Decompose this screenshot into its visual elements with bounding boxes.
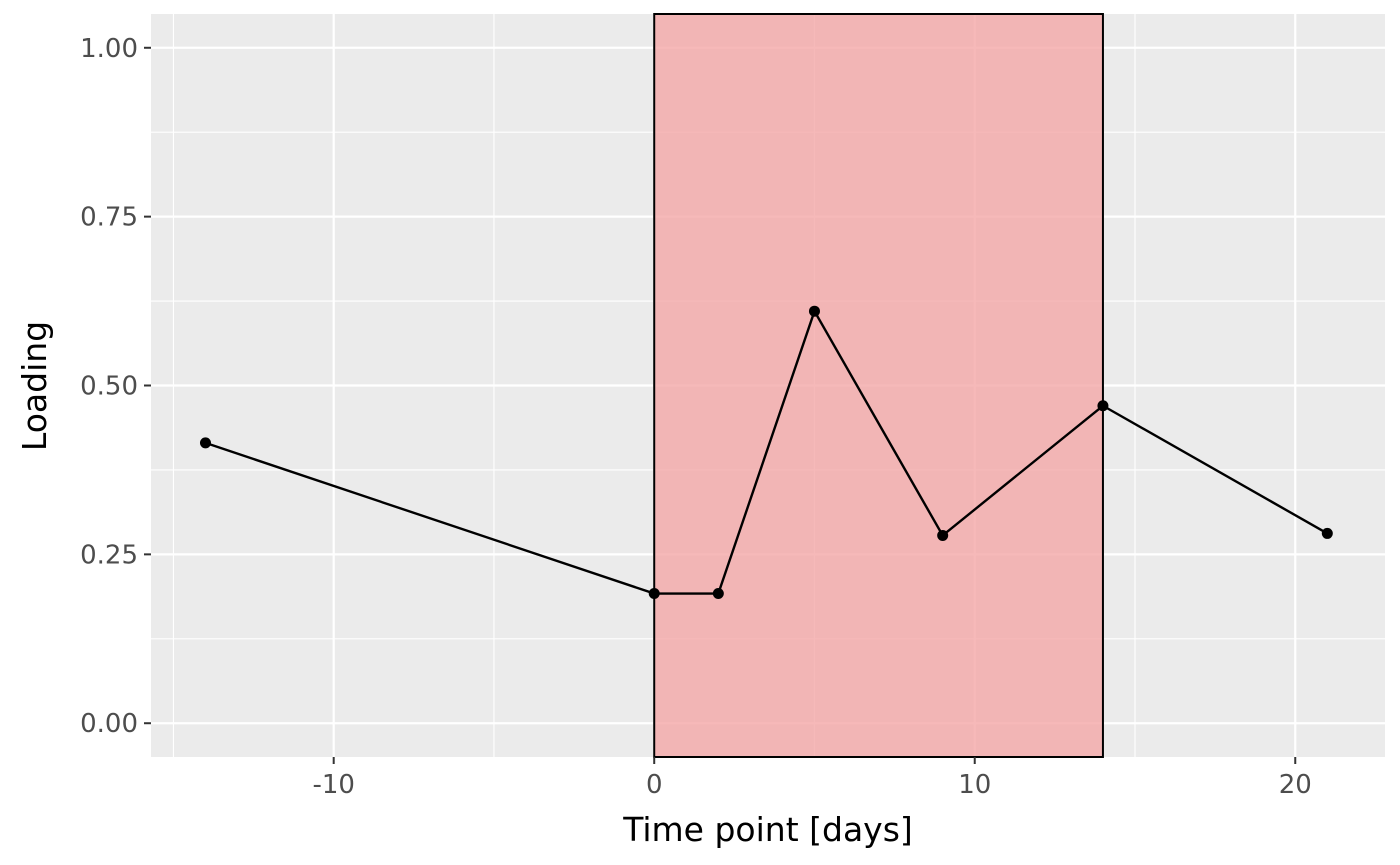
x-axis: -10 0 10 20 bbox=[312, 757, 1312, 800]
y-tick-label: 0.75 bbox=[80, 203, 138, 233]
x-tick-label: 0 bbox=[646, 770, 663, 800]
data-point bbox=[937, 529, 949, 541]
y-tick-label: 0.00 bbox=[80, 709, 138, 739]
x-axis-title: Time point [days] bbox=[622, 810, 913, 849]
y-axis-title: Loading bbox=[15, 321, 54, 451]
data-point bbox=[648, 588, 660, 600]
x-tick-label: -10 bbox=[312, 770, 354, 800]
x-tick-label: 10 bbox=[958, 770, 991, 800]
x-tick-label: 20 bbox=[1279, 770, 1312, 800]
data-point bbox=[1321, 527, 1333, 539]
data-point bbox=[712, 588, 724, 600]
shaded-region-layer bbox=[653, 13, 1104, 758]
shaded-region bbox=[653, 13, 1104, 758]
data-point bbox=[808, 305, 820, 317]
series-layer bbox=[199, 305, 1333, 600]
y-tick-label: 1.00 bbox=[80, 34, 138, 64]
y-tick-label: 0.25 bbox=[80, 540, 138, 570]
data-point bbox=[199, 437, 211, 449]
data-point bbox=[1097, 400, 1109, 412]
y-tick-label: 0.50 bbox=[80, 372, 138, 402]
y-axis: 0.00 0.25 0.50 0.75 1.00 bbox=[80, 34, 151, 739]
